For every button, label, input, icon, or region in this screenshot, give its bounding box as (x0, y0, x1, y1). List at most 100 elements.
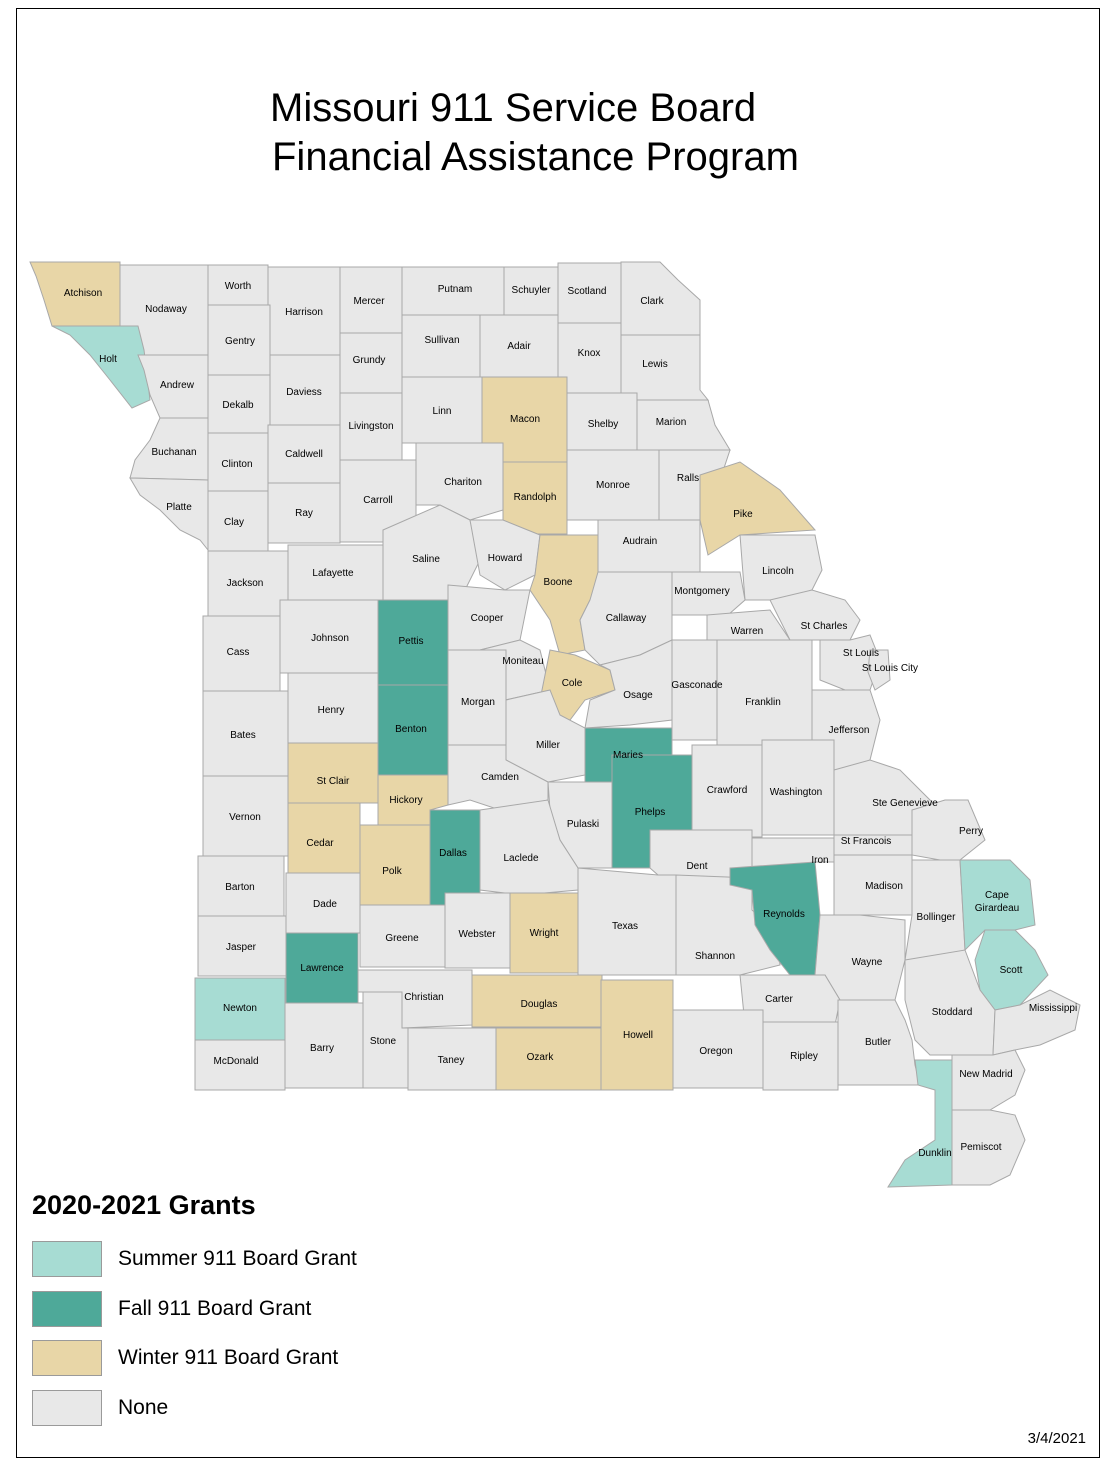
county-label-franklin: Franklin (745, 697, 781, 708)
county-label-marion: Marion (656, 417, 687, 428)
county-butler (837, 999, 921, 1086)
county-dekalb (207, 374, 271, 434)
county-label-holt: Holt (99, 354, 117, 365)
county-label-ozark: Ozark (527, 1052, 555, 1063)
county-label-schuyler: Schuyler (512, 285, 552, 296)
county-gentry (207, 304, 271, 376)
county-crawford (691, 744, 763, 838)
county-label-randolph: Randolph (514, 492, 557, 503)
county-label-butler: Butler (865, 1037, 892, 1048)
county-label-morgan: Morgan (461, 697, 495, 708)
county-benton (377, 684, 449, 776)
county-label-perry: Perry (959, 826, 983, 837)
county-label-adair: Adair (507, 341, 531, 352)
legend-item-none: None (32, 1389, 169, 1426)
county-dade (285, 872, 361, 934)
county-label-ripley: Ripley (790, 1051, 818, 1062)
county-platte (129, 477, 209, 552)
county-label-howell: Howell (623, 1030, 653, 1041)
county-label-stoddard: Stoddard (932, 1007, 973, 1018)
county-label-bates: Bates (230, 730, 256, 741)
legend-title: 2020-2021 Grants (32, 1190, 256, 1220)
county-label-saline: Saline (412, 554, 440, 565)
county-label-barry: Barry (310, 1043, 334, 1054)
county-harrison (267, 266, 341, 356)
county-label-jackson: Jackson (227, 578, 264, 589)
county-st-louis-city (867, 649, 891, 691)
county-washington (761, 739, 835, 836)
county-label-mcdonald: McDonald (213, 1056, 258, 1067)
county-cape-girardeau (959, 859, 1036, 952)
county-audrain (597, 519, 701, 573)
county-jasper (197, 915, 287, 977)
county-label-clinton: Clinton (221, 459, 252, 470)
county-label-shelby: Shelby (588, 419, 619, 430)
county-putnam (401, 266, 505, 316)
county-label-henry: Henry (318, 705, 345, 716)
county-label-camden: Camden (481, 772, 519, 783)
county-label-dekalb: Dekalb (222, 400, 254, 411)
county-label-taney: Taney (438, 1055, 465, 1066)
county-holt (51, 325, 151, 409)
county-label-phelps: Phelps (635, 807, 666, 818)
county-mcdonald (194, 1039, 286, 1091)
county-label-cass: Cass (227, 647, 250, 658)
county-label-lafayette: Lafayette (312, 568, 354, 579)
county-label-gasconade: Gasconade (671, 680, 723, 691)
county-label-pettis: Pettis (398, 636, 423, 647)
legend-label-winter: Winter 911 Board Grant (118, 1346, 339, 1369)
county-label-bollinger: Bollinger (917, 912, 957, 923)
county-label-vernon: Vernon (229, 812, 261, 823)
legend-swatch-winter (32, 1340, 102, 1376)
county-ray (267, 482, 341, 544)
county-label-grundy: Grundy (353, 355, 386, 366)
county-label-reynolds: Reynolds (763, 909, 805, 920)
county-label-maries: Maries (613, 750, 643, 761)
county-label-cedar: Cedar (306, 838, 334, 849)
county-label-andrew: Andrew (160, 380, 195, 391)
county-label-macon: Macon (510, 414, 540, 425)
county-label-iron: Iron (811, 855, 828, 866)
county-label-pike: Pike (733, 509, 753, 520)
county-pike (699, 461, 817, 556)
county-wright (509, 892, 579, 974)
county-label-newton: Newton (223, 1003, 257, 1014)
county-label-wright: Wright (530, 928, 559, 939)
county-livingston (339, 392, 403, 461)
title-line-1: Missouri 911 Service Board (270, 86, 757, 130)
county-label-howard: Howard (488, 553, 522, 564)
county-label-warren: Warren (731, 626, 763, 637)
county-cedar (287, 802, 361, 874)
county-new-madrid (951, 1049, 1026, 1111)
county-label-carter: Carter (765, 994, 793, 1005)
county-gasconade (671, 639, 718, 741)
county-osage (584, 639, 673, 729)
county-ripley (762, 1021, 839, 1091)
county-label-carroll: Carroll (363, 495, 392, 506)
county-label-st-louis: St Louis (843, 648, 879, 659)
county-label-sullivan: Sullivan (424, 335, 459, 346)
county-bates (202, 690, 289, 777)
county-bollinger (904, 859, 966, 961)
legend-item-summer: Summer 911 Board Grant (32, 1241, 357, 1277)
county-daviess (269, 354, 341, 426)
county-label-harrison: Harrison (285, 307, 323, 318)
county-greene (359, 904, 446, 968)
legend-item-fall: Fall 911 Board Grant (32, 1290, 311, 1327)
legend-label-none: None (118, 1395, 169, 1419)
county-label-lincoln: Lincoln (762, 566, 794, 577)
county-label-moniteau: Moniteau (502, 656, 543, 667)
county-label-boone: Boone (544, 577, 573, 588)
county-marion (636, 399, 731, 451)
county-label-linn: Linn (433, 406, 452, 417)
county-knox (557, 322, 622, 394)
county-scotland (557, 262, 622, 324)
county-label-oregon: Oregon (699, 1046, 732, 1057)
county-label-laclede: Laclede (503, 853, 538, 864)
county-label-new-madrid: New Madrid (959, 1069, 1012, 1080)
county-label-cape-girardeau: Cape Girardeau (975, 890, 1019, 914)
county-douglas (471, 974, 603, 1028)
county-pemiscot (951, 1109, 1026, 1186)
county-label-ste-genevieve: Ste Genevieve (872, 798, 938, 809)
